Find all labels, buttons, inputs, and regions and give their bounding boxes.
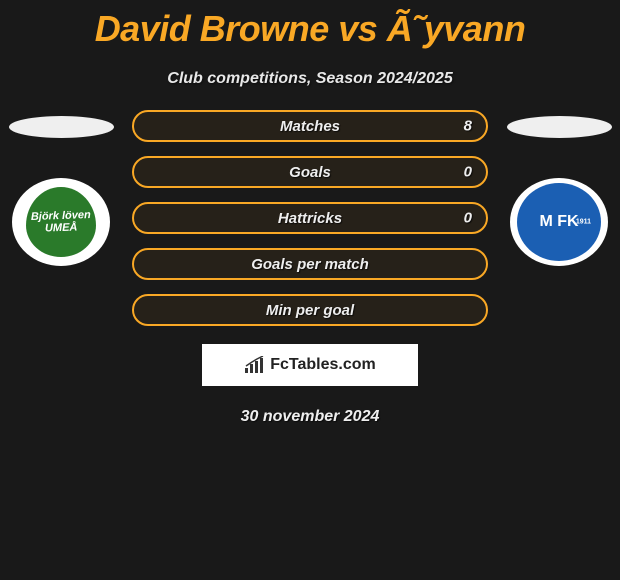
comparison-row: Björk löven UMEÅ Matches 8 Goals 0 Hattr… (0, 110, 620, 326)
stat-label: Goals (289, 164, 331, 181)
right-player-col: M FK 1911 (504, 110, 614, 266)
stat-row-matches: Matches 8 (132, 110, 488, 142)
stat-row-min-per-goal: Min per goal (132, 294, 488, 326)
date-text: 30 november 2024 (0, 408, 620, 426)
stat-value: 0 (464, 210, 472, 227)
right-club-badge-inner: M FK 1911 (517, 183, 601, 261)
stat-row-hattricks: Hattricks 0 (132, 202, 488, 234)
branding-text: FcTables.com (270, 356, 376, 374)
right-club-badge: M FK 1911 (510, 178, 608, 266)
right-player-oval (507, 116, 612, 138)
left-club-badge-text: Björk löven UMEÅ (26, 209, 97, 236)
right-club-badge-year: 1911 (576, 219, 591, 226)
stat-row-goals-per-match: Goals per match (132, 248, 488, 280)
stat-label: Hattricks (278, 210, 342, 227)
stat-label: Min per goal (266, 302, 354, 319)
stat-label: Goals per match (251, 256, 369, 273)
page-title: David Browne vs Ã˜yvann (0, 0, 620, 50)
chart-icon (244, 356, 266, 374)
left-player-oval (9, 116, 114, 138)
stat-value: 0 (464, 164, 472, 181)
left-club-badge: Björk löven UMEÅ (12, 178, 110, 266)
stats-list: Matches 8 Goals 0 Hattricks 0 Goals per … (116, 110, 504, 326)
left-club-badge-inner: Björk löven UMEÅ (26, 187, 96, 257)
stat-value: 8 (464, 118, 472, 135)
stat-label: Matches (280, 118, 340, 135)
left-player-col: Björk löven UMEÅ (6, 110, 116, 266)
subtitle: Club competitions, Season 2024/2025 (0, 70, 620, 88)
branding-box: FcTables.com (202, 344, 418, 386)
right-club-badge-text: M FK (539, 213, 578, 231)
stat-row-goals: Goals 0 (132, 156, 488, 188)
branding-logo: FcTables.com (244, 356, 376, 374)
